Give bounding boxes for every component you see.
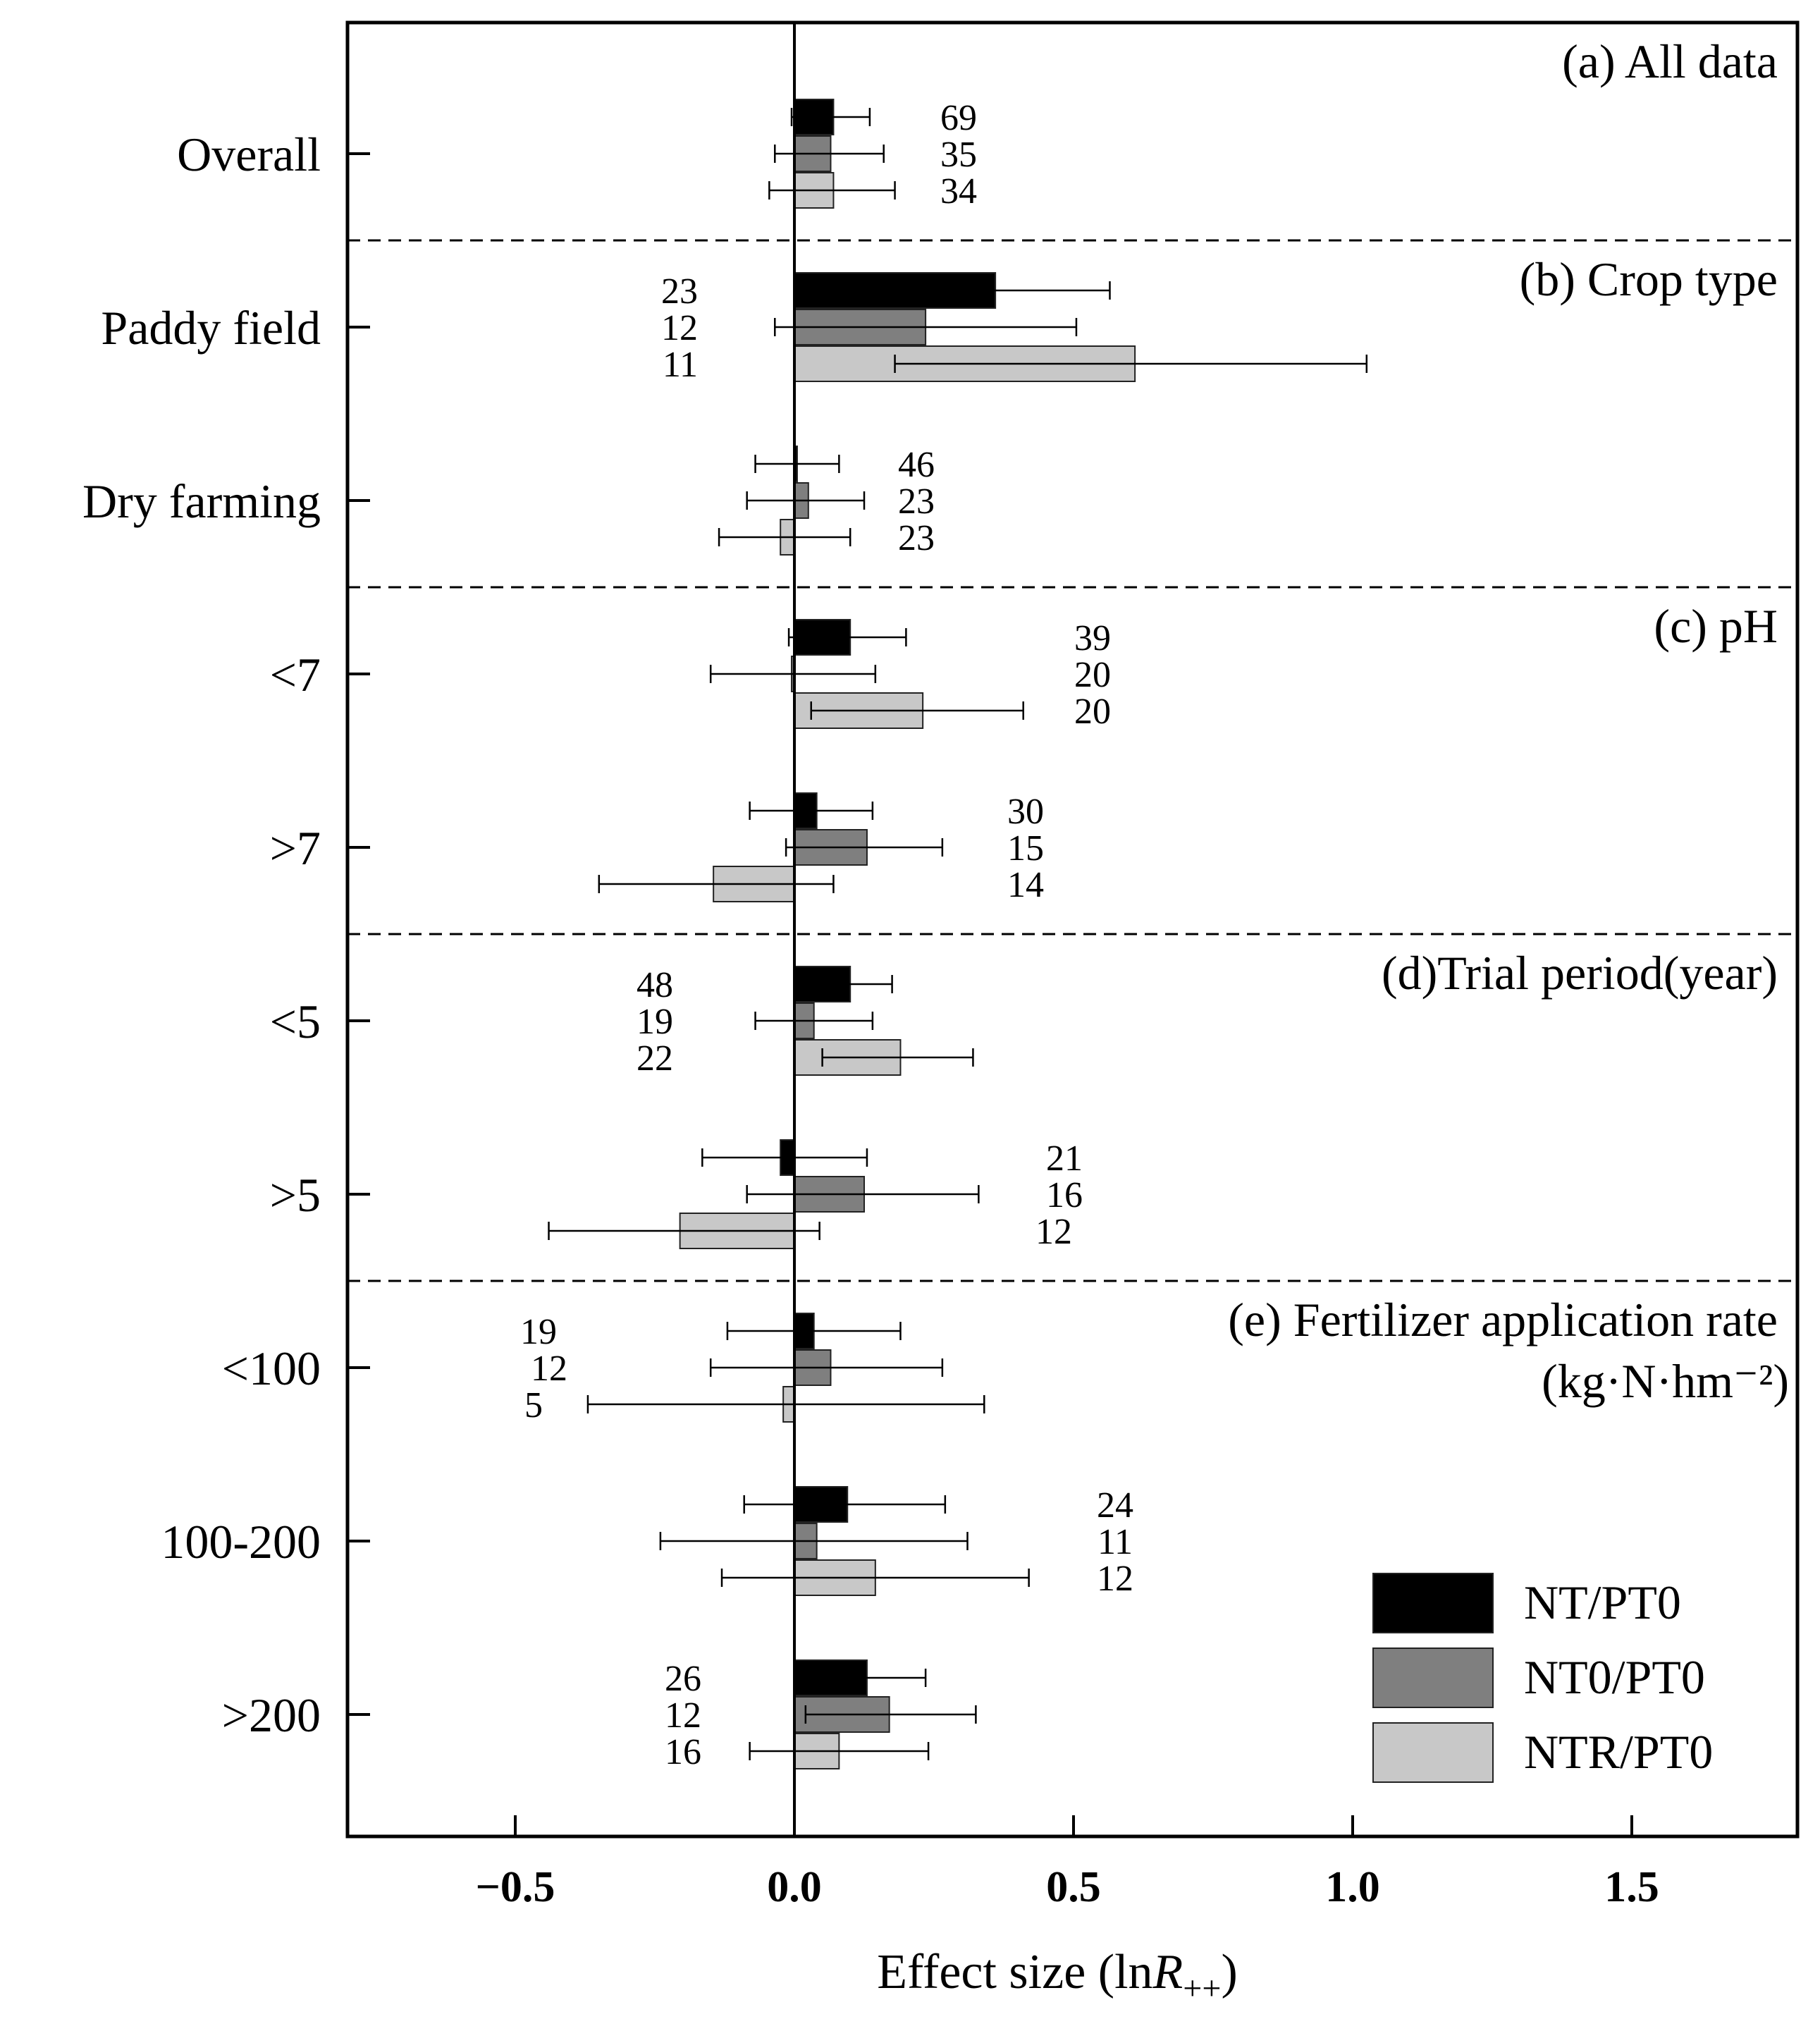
category-label: <5 (270, 995, 321, 1048)
sample-size-label: 23 (898, 518, 935, 558)
x-tick-label: 0.0 (767, 1863, 822, 1911)
legend-swatch (1372, 1573, 1494, 1633)
sample-size-label: 12 (665, 1695, 701, 1736)
sample-size-label: 11 (663, 345, 698, 385)
sample-size-label: 14 (1007, 865, 1044, 905)
category-label: >200 (222, 1688, 321, 1742)
category-label: <7 (270, 648, 321, 701)
sample-size-label: 69 (940, 98, 977, 138)
panel-title: (a) All data (1562, 35, 1778, 88)
panel-title: (c) pH (1654, 599, 1778, 653)
category-label: 100-200 (161, 1515, 321, 1569)
sample-size-label: 16 (1046, 1175, 1083, 1215)
sample-size-label: 12 (1097, 1559, 1133, 1599)
legend-swatch (1372, 1647, 1494, 1708)
sample-size-label: 35 (940, 135, 977, 175)
category-label: >5 (270, 1168, 321, 1222)
category-label: Dry farming (82, 474, 321, 528)
panel-title: (e) Fertilizer application rate (1228, 1293, 1778, 1346)
sample-size-label: 24 (1097, 1485, 1133, 1526)
sample-size-label: 30 (1007, 792, 1044, 832)
category-label: >7 (270, 821, 321, 875)
sample-size-label: 15 (1007, 828, 1044, 869)
category-label: <100 (222, 1342, 321, 1395)
sample-size-label: 22 (637, 1038, 673, 1079)
sample-size-label: 23 (898, 481, 935, 522)
panel-subtitle: (kg·N·hm⁻²) (1542, 1354, 1789, 1408)
category-label: Paddy field (101, 301, 321, 355)
sample-size-label: 39 (1074, 618, 1111, 658)
sample-size-label: 16 (665, 1732, 701, 1772)
sample-size-label: 20 (1074, 692, 1111, 732)
legend-label: NTR/PT0 (1524, 1725, 1713, 1779)
x-tick-label: −0.5 (476, 1863, 555, 1911)
sample-size-label: 23 (661, 271, 698, 312)
x-axis-label: Effect size (lnR++) (877, 1945, 1238, 2007)
sample-size-label: 12 (1035, 1212, 1072, 1252)
plot-frame (345, 20, 1800, 1839)
panel-title: (b) Crop type (1520, 252, 1778, 306)
sample-size-label: 19 (520, 1312, 557, 1352)
sample-size-label: 11 (1097, 1522, 1133, 1562)
sample-size-label: 21 (1046, 1139, 1083, 1179)
sample-size-label: 46 (898, 445, 935, 485)
legend-label: NT0/PT0 (1524, 1650, 1705, 1704)
sample-size-label: 5 (524, 1385, 543, 1425)
legend-swatch (1372, 1722, 1494, 1783)
sample-size-label: 20 (1074, 655, 1111, 695)
legend-label: NT/PT0 (1524, 1576, 1681, 1629)
sample-size-label: 12 (661, 308, 698, 348)
sample-size-label: 19 (637, 1002, 673, 1042)
panel-title: (d)Trial period(year) (1382, 946, 1778, 1000)
sample-size-label: 26 (665, 1659, 701, 1699)
sample-size-label: 48 (637, 965, 673, 1005)
x-tick-label: 0.5 (1046, 1863, 1101, 1911)
sample-size-label: 12 (531, 1349, 567, 1389)
x-tick-label: 1.5 (1604, 1863, 1659, 1911)
sample-size-label: 34 (940, 171, 977, 211)
x-tick-label: 1.0 (1325, 1863, 1380, 1911)
category-label: Overall (177, 128, 321, 181)
